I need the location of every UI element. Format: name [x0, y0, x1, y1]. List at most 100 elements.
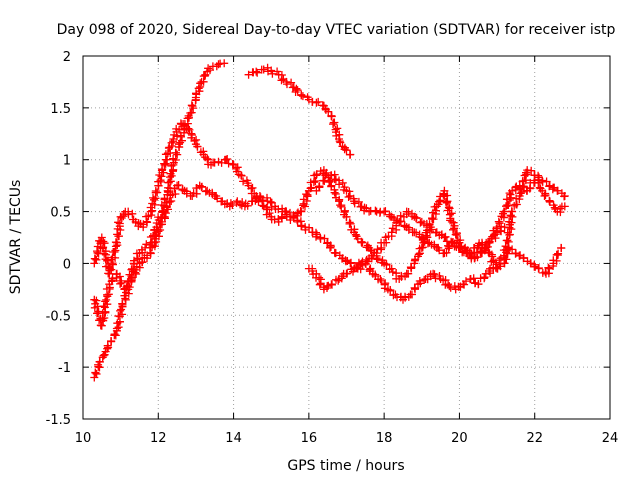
data-point-segment — [404, 223, 417, 237]
data-point-segment — [286, 214, 302, 225]
data-point — [214, 60, 223, 69]
series-track-1 — [90, 59, 229, 382]
data-point-segment — [449, 218, 465, 245]
y-axis-label: SDTVAR / TECUs — [8, 180, 24, 295]
data-point-segment — [185, 125, 201, 145]
data-point-segment — [494, 209, 508, 228]
data-point-segment — [360, 203, 371, 215]
data-point-segment — [397, 271, 410, 281]
x-tick-label: 24 — [602, 431, 619, 446]
data-point-segment — [496, 222, 506, 236]
data-point-segment — [323, 281, 333, 292]
data-point-segment — [137, 245, 147, 257]
data-point-segment — [146, 181, 163, 215]
data-point-segment — [267, 215, 283, 224]
data-point-segment — [519, 253, 535, 268]
data-point-segment — [331, 249, 346, 263]
data-point-segment — [266, 197, 276, 211]
data-point — [372, 249, 381, 258]
data-point-segment — [343, 265, 357, 278]
data-point-segment — [358, 238, 372, 252]
data-point-segment — [296, 217, 306, 231]
data-point-segment — [415, 275, 429, 288]
data-point-segment — [427, 240, 439, 251]
data-point-segment — [337, 269, 348, 283]
x-tick-label: 22 — [526, 431, 543, 446]
data-point-segment — [382, 260, 394, 274]
x-tick-label: 12 — [150, 431, 167, 446]
data-point-segment — [471, 248, 486, 262]
data-point-segment — [375, 207, 385, 217]
data-point-segment — [408, 283, 420, 299]
data-point-segment — [134, 219, 145, 231]
data-point-segment — [410, 244, 424, 265]
data-point-segment — [293, 208, 302, 220]
data-point-segment — [499, 189, 516, 216]
data-point-segment — [500, 211, 517, 264]
data-point-segment — [493, 259, 509, 273]
data-point-segment — [445, 282, 459, 292]
x-tick-label: 16 — [301, 431, 318, 446]
x-axis: 10 12 14 16 18 20 22 24 — [75, 56, 619, 446]
data-point-segment — [192, 79, 205, 99]
y-tick-label: 0.5 — [50, 206, 71, 221]
data-point-segment — [371, 270, 383, 284]
data-point — [97, 233, 106, 242]
data-point-segment — [458, 244, 469, 257]
data-point-segment — [298, 92, 312, 102]
data-point-segment — [342, 146, 354, 159]
data-point-segment — [320, 171, 335, 185]
data-point — [387, 228, 396, 237]
series-track-3 — [90, 119, 509, 283]
data-point-segment — [356, 260, 367, 274]
data-point-segment — [112, 302, 127, 333]
data-point-segment — [460, 275, 475, 289]
data-point-segment — [393, 292, 405, 302]
data-point-segment — [327, 112, 344, 140]
data-point-segment — [534, 264, 550, 277]
y-axis: -1.5 -1 -0.5 0 0.5 1 1.5 2 — [46, 50, 610, 428]
data-point-segment — [341, 256, 352, 266]
data-point-segment — [205, 188, 217, 199]
data-point-segment — [530, 260, 540, 271]
data-point-segment — [449, 238, 463, 251]
data-point-segment — [312, 167, 328, 179]
data-point-segment — [197, 182, 210, 196]
data-point — [340, 145, 349, 154]
data-point-segment — [95, 350, 109, 366]
data-point-segment — [511, 182, 521, 194]
data-point-segment — [485, 264, 495, 278]
data-point-segment — [366, 206, 380, 215]
data-point-segment — [271, 204, 287, 214]
data-point-segment — [321, 168, 335, 187]
data-point-segment — [296, 190, 312, 215]
data-point-segment — [253, 65, 266, 77]
plot-frame — [82, 55, 611, 420]
data-point-segment — [404, 263, 416, 278]
data-point-segment — [469, 274, 480, 288]
data-point-segment — [430, 270, 444, 283]
series-track-2 — [244, 63, 355, 159]
data-point-segment — [439, 276, 450, 289]
data-point-segment — [412, 213, 425, 227]
data-point-segment — [426, 223, 440, 237]
y-tick-label: 2 — [63, 50, 71, 65]
data-point-segment — [268, 67, 282, 78]
data-point-segment — [335, 178, 349, 194]
data-point-segment — [237, 171, 252, 188]
data-point — [252, 67, 261, 76]
series-track-4 — [90, 181, 566, 330]
data-point — [365, 207, 374, 216]
data-point-segment — [534, 171, 543, 184]
data-point-segment — [111, 214, 126, 247]
data-point-segment — [138, 253, 149, 267]
data-point-segment — [487, 250, 501, 272]
data-point-segment — [96, 283, 114, 330]
data-point-segment — [328, 275, 343, 289]
data-point-segment — [404, 208, 416, 221]
data-point — [346, 150, 355, 159]
data-point-segment — [419, 234, 432, 248]
x-tick-label: 14 — [225, 431, 242, 446]
data-point-segment — [223, 155, 237, 168]
data-point-segment — [179, 120, 191, 133]
